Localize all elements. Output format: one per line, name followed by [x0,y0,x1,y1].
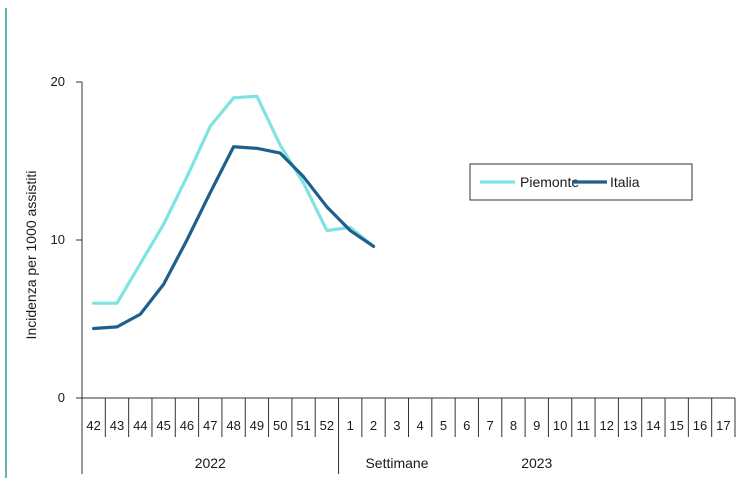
x-tick-label: 48 [226,418,240,433]
data-point-piemonte [115,301,119,305]
x-tick-label: 15 [669,418,683,433]
data-point-piemonte [325,229,329,232]
data-point-italia [115,325,119,329]
x-tick-label: 43 [110,418,124,433]
y-tick-label: 20 [51,74,65,89]
y-axis-title: Incidenza per 1000 assistiti [23,171,39,340]
data-point-piemonte [208,124,212,128]
data-point-italia [325,205,329,209]
x-group-label: 2022 [195,455,226,471]
data-point-piemonte [138,262,142,266]
x-tick-label: 12 [599,418,613,433]
data-point-piemonte [255,94,259,98]
legend: Piemonte Italia [469,163,693,201]
legend-label-piemonte: Piemonte [520,174,579,190]
data-point-italia [162,282,166,286]
x-tick-label: 13 [623,418,637,433]
x-tick-label: 1 [347,418,354,433]
x-tick-label: 42 [86,418,100,433]
data-point-italia [232,145,235,149]
x-tick-label: 9 [533,418,540,433]
x-tick-label: 44 [133,418,147,433]
x-tick-label: 14 [646,418,660,433]
x-tick-label: 10 [553,418,567,433]
x-tick-label: 16 [693,418,707,433]
series-line-piemonte [92,94,376,305]
x-tick-label: 17 [716,418,730,433]
series-line-italia [92,145,376,331]
data-point-italia [138,312,142,316]
x-group-label: 2023 [521,455,552,471]
y-axis: 0 10 20 [51,74,83,405]
data-point-piemonte [162,222,166,226]
data-point-italia [302,175,305,179]
x-tick-label: 50 [273,418,287,433]
x-axis-title: Settimane [365,455,428,471]
x-tick-label: 8 [510,418,517,433]
x-tick-label: 7 [487,418,494,433]
x-tick-label: 3 [393,418,400,433]
data-point-italia [278,151,282,155]
x-tick-label: 51 [296,418,310,433]
x-tick-label: 4 [417,418,424,433]
data-point-piemonte [278,143,282,147]
series-layer [92,94,376,331]
data-point-italia [92,327,96,330]
x-tick-label: 2 [370,418,377,433]
data-point-italia [255,146,259,150]
y-tick-label: 10 [51,232,65,247]
x-tick-label: 52 [320,418,334,433]
x-tick-label: 47 [203,418,217,433]
x-axis: 42 43 44 45 46 47 48 49 50 51 52 1 2 3 4 5 6 7 8 9 10 11 12 13 1… [81,397,736,474]
data-point-italia [185,238,189,242]
x-tick-label: 5 [440,418,447,433]
x-tick-label: 49 [250,418,264,433]
x-tick-label: 11 [577,418,591,433]
x-tick-label: 46 [180,418,194,433]
data-point-piemonte [92,301,96,305]
x-tick-label: 6 [463,418,470,433]
data-point-piemonte [302,181,305,185]
data-point-italia [208,191,212,195]
legend-label-italia: Italia [610,174,640,190]
data-point-italia [348,229,352,232]
data-point-piemonte [185,175,189,179]
x-tick-label: 45 [156,418,170,433]
y-tick-label: 0 [58,390,65,405]
data-point-italia [372,244,375,248]
data-point-piemonte [232,96,235,100]
